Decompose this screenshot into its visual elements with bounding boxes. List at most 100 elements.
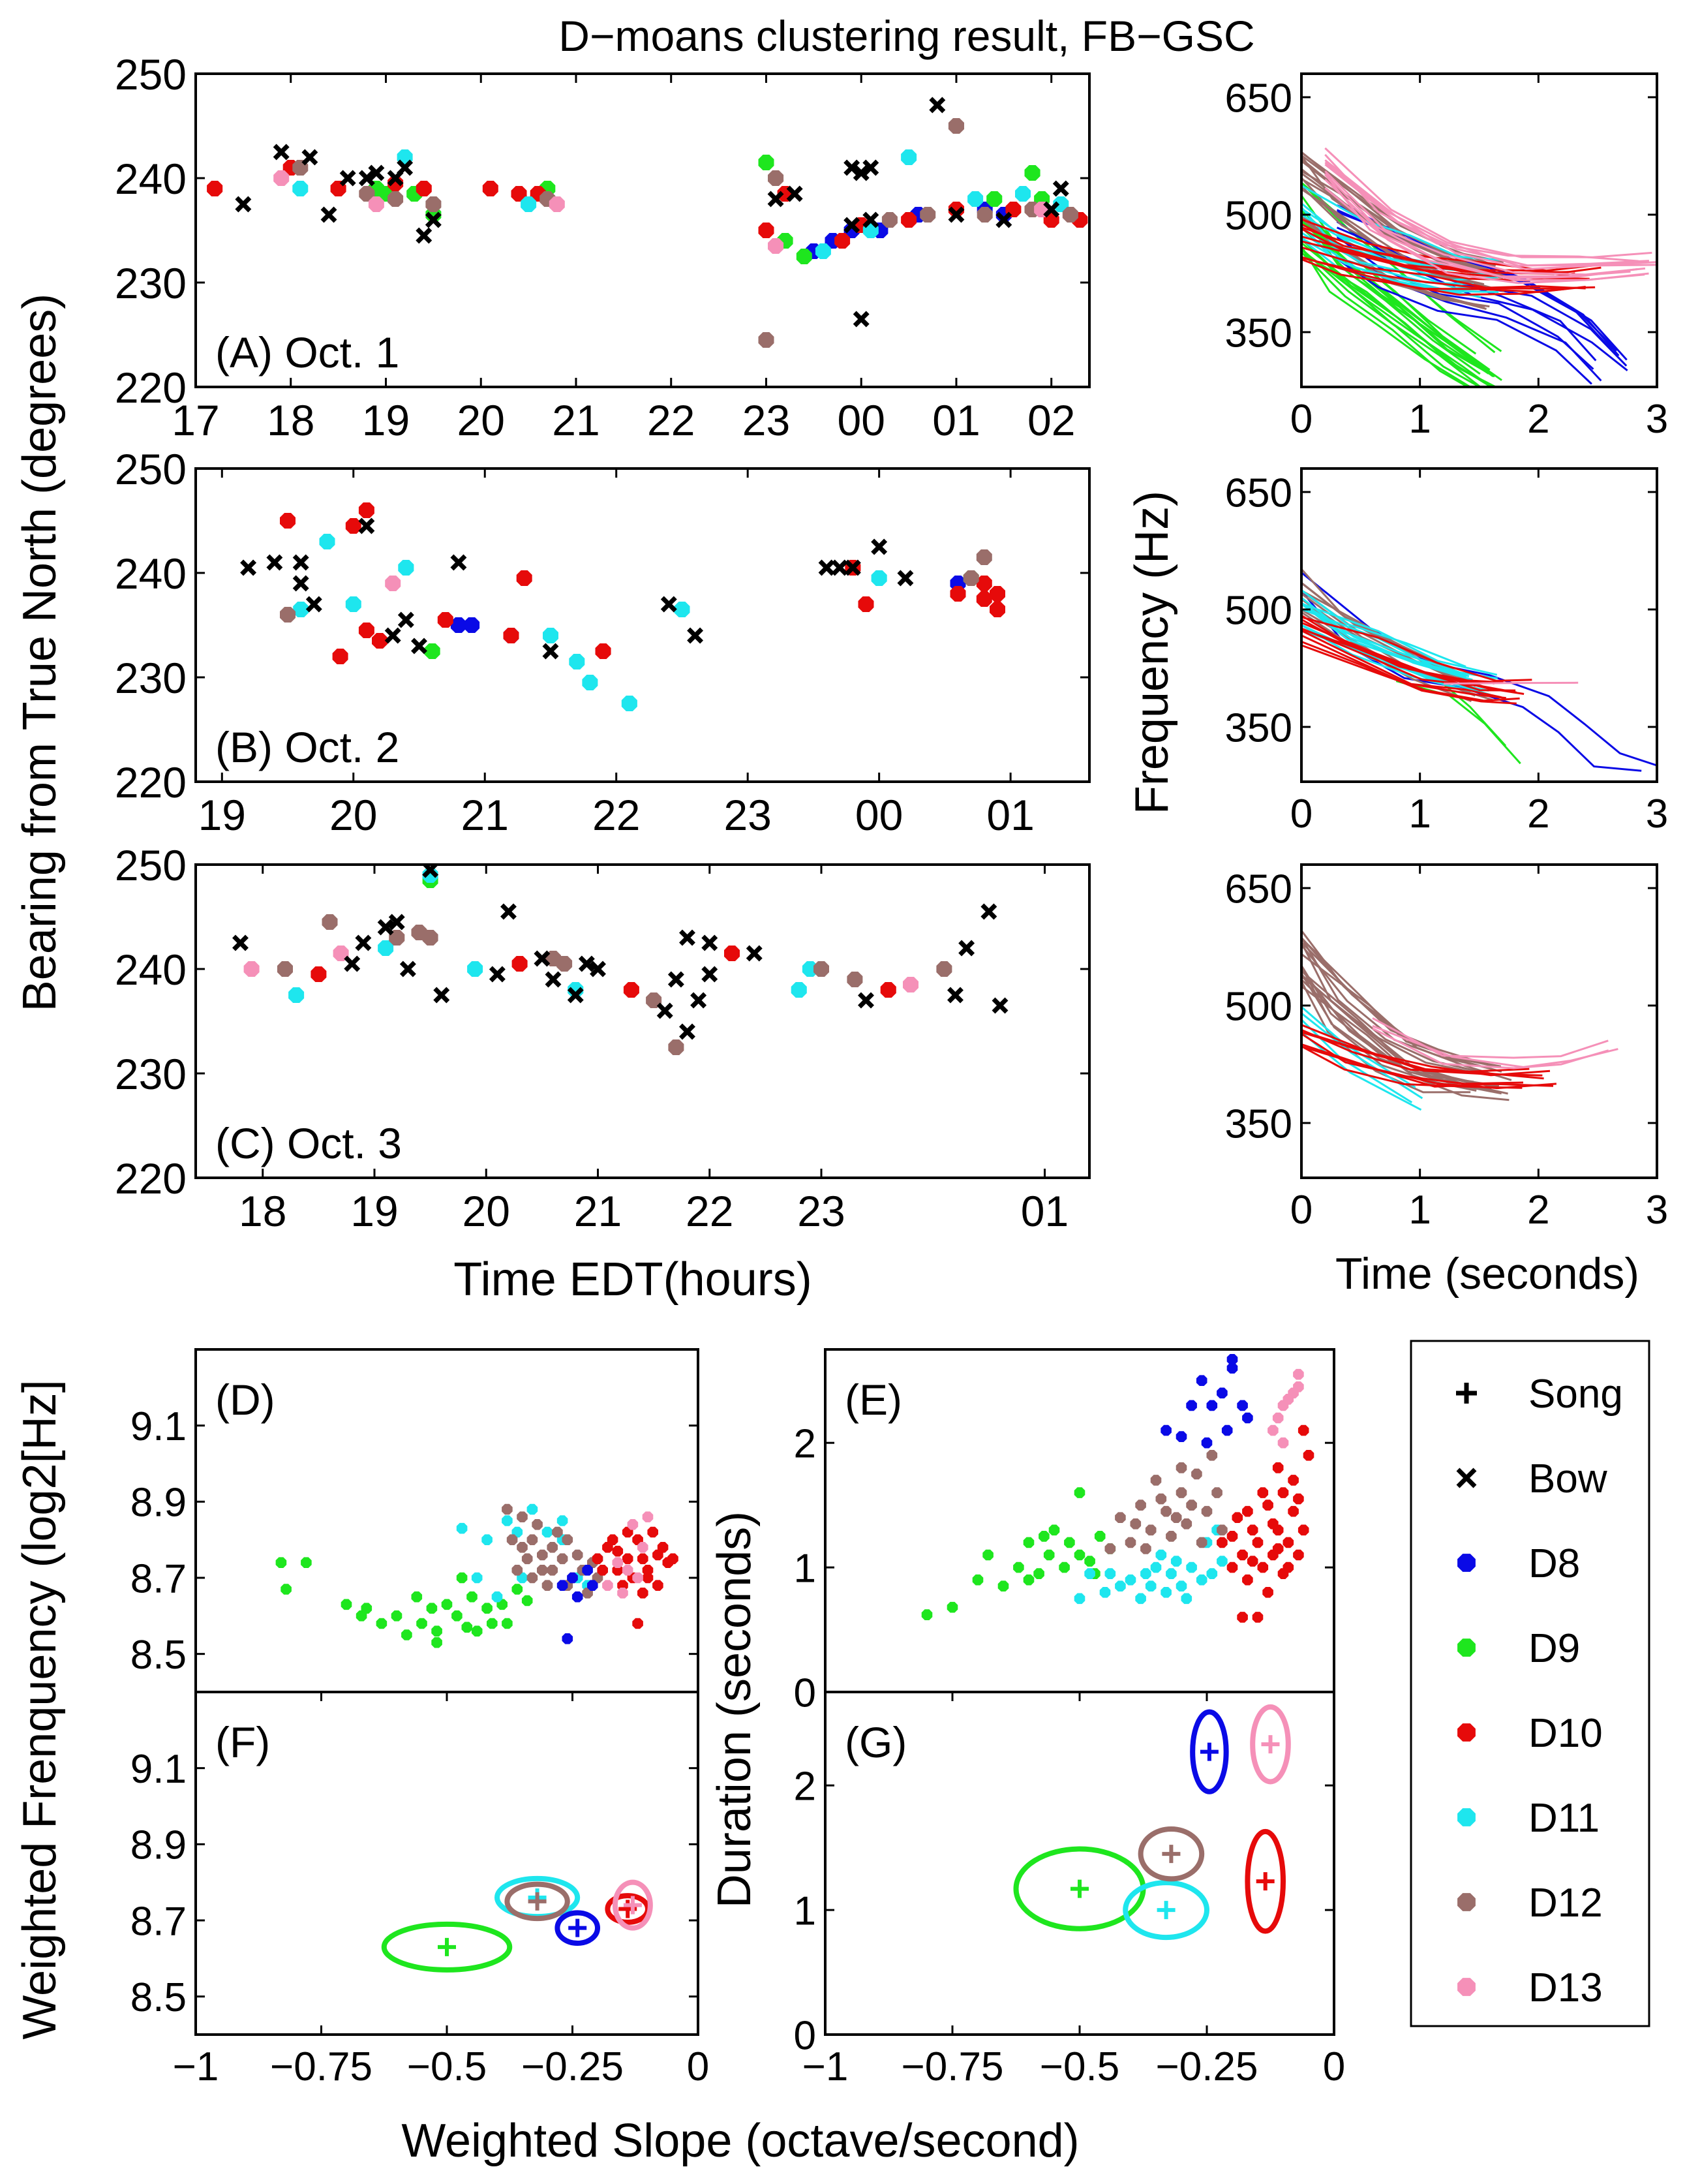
point-D12	[1115, 1512, 1126, 1523]
ellipse-D11	[1123, 1880, 1209, 1941]
point-D11	[582, 675, 598, 690]
point-D11	[1074, 1593, 1085, 1605]
point-D12	[646, 992, 662, 1008]
point-D9	[441, 1599, 453, 1610]
xtick-label: 1	[1408, 397, 1431, 442]
point-D10	[503, 628, 519, 643]
point-Bow	[1052, 180, 1069, 197]
point-D12	[547, 1565, 558, 1576]
plot-area-FA	[1301, 147, 1657, 387]
point-Bow	[948, 206, 965, 223]
point-Bow	[862, 159, 879, 176]
centroid-D10	[1256, 1872, 1275, 1891]
point-D12	[948, 118, 964, 134]
point-Bow	[746, 945, 763, 962]
xtick-label: 2	[1527, 1188, 1549, 1233]
ytick-label: 0	[794, 1670, 816, 1715]
point-D9	[1094, 1531, 1106, 1542]
plot-area-F	[381, 1875, 653, 1973]
point-D9	[451, 1610, 463, 1622]
ellipse-D12	[1138, 1826, 1205, 1882]
contour-D13	[1324, 161, 1649, 267]
xtick-label: 01	[986, 791, 1034, 839]
xtick-label: 22	[686, 1187, 733, 1235]
point-D9	[376, 1618, 387, 1629]
point-Bow	[397, 159, 414, 176]
xlabel-time-edt: Time EDT(hours)	[453, 1253, 812, 1306]
point-D9	[456, 1572, 468, 1584]
point-D13	[385, 576, 401, 591]
point-D12	[1155, 1493, 1167, 1505]
point-D10	[358, 502, 374, 518]
contour-D9	[1301, 246, 1472, 387]
legend: Song Bow D8 D9 D10 D11 D12 D13	[1410, 1340, 1650, 2027]
centroid-D12	[1162, 1845, 1181, 1864]
point-D11	[292, 181, 309, 196]
point-D9	[1074, 1487, 1085, 1498]
point-D10	[1262, 1587, 1273, 1598]
axes-frame-B	[194, 467, 1091, 783]
legend-marker-Song	[1456, 1383, 1477, 1404]
legend-marker-D10	[1457, 1723, 1476, 1742]
point-D13	[632, 1572, 643, 1584]
point-D9	[1033, 1568, 1044, 1579]
ytick-label: 2	[794, 1764, 816, 1809]
point-D10	[632, 1618, 643, 1629]
point-D13	[637, 1542, 648, 1553]
contour-D13	[1324, 153, 1639, 262]
point-D9	[401, 1629, 412, 1640]
point-D13	[1293, 1368, 1304, 1380]
point-D11	[1015, 186, 1031, 202]
xtick-label: 0	[1290, 397, 1313, 442]
legend-marker-D11	[1457, 1808, 1476, 1826]
point-D12	[1104, 1543, 1116, 1554]
ytick-label: 500	[1225, 193, 1292, 238]
xtick-label: 2	[1527, 792, 1549, 837]
point-D9	[471, 1625, 483, 1637]
point-Bow	[843, 217, 860, 234]
point-D11	[1217, 1556, 1228, 1567]
point-D9	[341, 1599, 352, 1610]
legend-marker-D13	[1457, 1978, 1476, 1996]
point-Bow	[947, 987, 964, 1004]
point-D12	[1196, 1537, 1207, 1548]
point-Bow	[368, 164, 385, 181]
point-D10	[1262, 1500, 1273, 1511]
point-D13	[273, 170, 290, 186]
xtick-label: 23	[797, 1187, 845, 1235]
point-D11	[1099, 1587, 1111, 1598]
point-D10	[597, 1565, 608, 1576]
point-Bow	[235, 196, 252, 213]
point-D12	[977, 207, 993, 223]
contour-D10	[1301, 616, 1532, 682]
point-D8	[1217, 1387, 1228, 1399]
point-D10	[1242, 1574, 1253, 1586]
xtick-label: 01	[1021, 1187, 1069, 1235]
xtick-label: 20	[457, 396, 505, 444]
point-D8	[1237, 1400, 1248, 1411]
ytick-label: 650	[1225, 867, 1292, 912]
point-Bow	[590, 961, 606, 977]
xtick-label: 21	[574, 1187, 622, 1235]
point-D10	[280, 513, 296, 529]
point-D10	[1257, 1487, 1269, 1498]
plot-area-FB	[1301, 568, 1657, 772]
point-Bow	[377, 919, 394, 936]
ytick-label: 1	[794, 1546, 816, 1591]
point-D12	[359, 186, 375, 202]
point-D9	[426, 1603, 438, 1614]
point-D9	[424, 643, 440, 659]
ytick-label: 350	[1225, 311, 1292, 356]
panel-FA: 0 1 2 3 350 500 650	[1225, 72, 1668, 442]
point-D11	[1161, 1587, 1172, 1598]
contour-D12	[1301, 930, 1486, 1066]
point-D12	[517, 1511, 528, 1522]
point-D13	[622, 1565, 633, 1576]
legend-marker-Bow	[1456, 1468, 1477, 1488]
point-D11	[1186, 1561, 1197, 1573]
xtick-label: 3	[1646, 1188, 1668, 1233]
point-Bow	[273, 144, 290, 161]
xtick-label: 00	[838, 396, 885, 444]
ytick-label: 500	[1225, 588, 1292, 633]
